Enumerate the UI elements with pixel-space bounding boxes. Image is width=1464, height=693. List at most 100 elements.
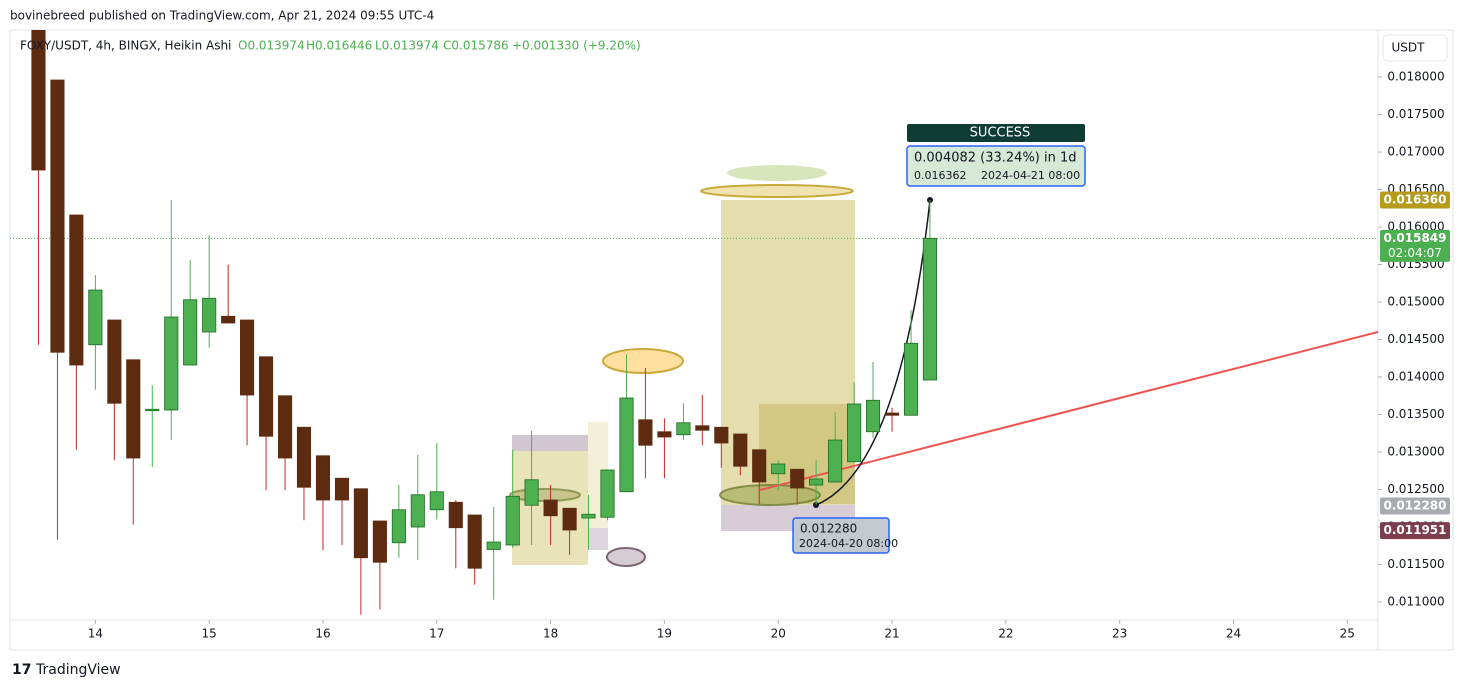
price-label: 0.011951 (1383, 523, 1446, 537)
candle-body (828, 439, 843, 483)
currency[interactable]: USDT (1392, 41, 1426, 55)
candle-body (486, 541, 501, 550)
candle-body (562, 507, 577, 531)
candle-body (50, 79, 65, 353)
ellipse (602, 348, 684, 374)
candle-body (69, 214, 84, 366)
frame (9, 29, 1454, 651)
candle-body (315, 455, 331, 501)
y-tick-label: 0.013000 (1387, 445, 1444, 459)
point (813, 502, 819, 508)
price-sublabel: 02:04:07 (1388, 246, 1442, 260)
info-box (906, 145, 1086, 187)
x-tick-label: 15 (202, 627, 217, 641)
y-tick-label: 0.012500 (1387, 482, 1444, 496)
success-time: 2024-04-21 08:00 (981, 169, 1080, 182)
y-tick-label: 0.018000 (1387, 70, 1444, 84)
candle-body (695, 425, 710, 431)
trend-line (759, 331, 1378, 491)
start-price: 0.012280 (800, 522, 857, 536)
start-label (792, 517, 890, 554)
price-label-box (1380, 522, 1450, 540)
candle-body (183, 299, 198, 366)
x-tick-label: 25 (1340, 627, 1355, 641)
ohlc: O0.013974 (238, 39, 305, 53)
success-box: SUCCESS 0.004082 (33.24%) in 1d 0.016362… (906, 124, 1086, 187)
candle-body (543, 499, 558, 517)
x-tick-label: 22 (998, 627, 1013, 641)
candle-body (31, 30, 46, 171)
y-tick-label: 0.011000 (1387, 595, 1444, 609)
candle-body (771, 463, 786, 475)
candle-body (410, 494, 425, 528)
candle-body (372, 520, 387, 563)
candle-body (334, 477, 350, 501)
point (927, 197, 933, 203)
x-tick-label: 23 (1112, 627, 1127, 641)
price-label-box (1380, 497, 1450, 515)
zone (512, 435, 588, 451)
success-badge (907, 124, 1085, 142)
symbol-legend: FOXY/USDT, 4h, BINGX, Heikin Ashi O0.013… (20, 39, 641, 53)
change: +0.001330 (+9.20%) (512, 39, 641, 53)
candle-body (884, 412, 900, 416)
candle-body (752, 449, 767, 483)
candle-body (847, 403, 862, 463)
candle-body (581, 513, 596, 519)
y-tick-label: 0.011500 (1387, 557, 1444, 571)
price-label: 0.015849 (1383, 231, 1446, 245)
candle-body (429, 491, 444, 511)
ohlc: H0.016446 (306, 39, 372, 53)
x-tick-label: 16 (315, 627, 330, 641)
start-box: 0.012280 2024-04-20 08:00 (792, 517, 898, 554)
candle-body (240, 319, 255, 396)
ohlc: C0.015786 (443, 39, 509, 53)
candle-body (278, 395, 293, 459)
candle-body (353, 488, 368, 559)
x-tick-label: 14 (88, 627, 103, 641)
success-status: SUCCESS (970, 126, 1031, 141)
x-tick-label: 24 (1226, 627, 1241, 641)
candle-body (676, 422, 691, 436)
candle-body (448, 501, 463, 529)
ellipse (719, 484, 821, 506)
y-tick-label: 0.015000 (1387, 295, 1444, 309)
candle-body (88, 289, 103, 346)
candle-body (296, 426, 312, 488)
drawings (509, 165, 1378, 567)
logo: 17 (12, 662, 31, 678)
ellipse (606, 547, 646, 567)
ellipse (700, 184, 854, 198)
symbol: FOXY/USDT, 4h, BINGX, Heikin Ashi (20, 39, 231, 53)
price-label: 0.016360 (1383, 193, 1446, 207)
candle-body (619, 397, 634, 493)
zone (588, 528, 608, 550)
candle-body (733, 433, 748, 467)
candle-body (221, 315, 236, 324)
candle-body (865, 399, 881, 433)
y-tick-label: 0.017500 (1387, 107, 1444, 121)
x-tick-label: 19 (657, 627, 672, 641)
currency-button[interactable] (1382, 34, 1448, 62)
candle-body (259, 356, 274, 437)
ohlc: L0.013974 (375, 39, 439, 53)
y-tick-label: 0.014000 (1387, 370, 1444, 384)
header: bovinebreed published on TradingView.com… (10, 9, 434, 23)
candle-body (467, 514, 482, 569)
candle-body (164, 316, 179, 411)
price-label-box (1380, 191, 1450, 209)
footer: TradingView (35, 662, 121, 678)
candle-body (145, 408, 160, 412)
candle-body (714, 426, 729, 444)
ellipse (727, 165, 827, 181)
price-label-box (1380, 229, 1450, 262)
success-change: 0.004082 (33.24%) in 1d (914, 151, 1077, 166)
success-price: 0.016362 (914, 169, 967, 182)
y-tick-label: 0.014500 (1387, 332, 1444, 346)
candle-body (657, 431, 672, 438)
x-tick-label: 20 (771, 627, 786, 641)
candle-body (524, 479, 539, 506)
curve (815, 199, 931, 506)
x-tick-label: 18 (543, 627, 558, 641)
